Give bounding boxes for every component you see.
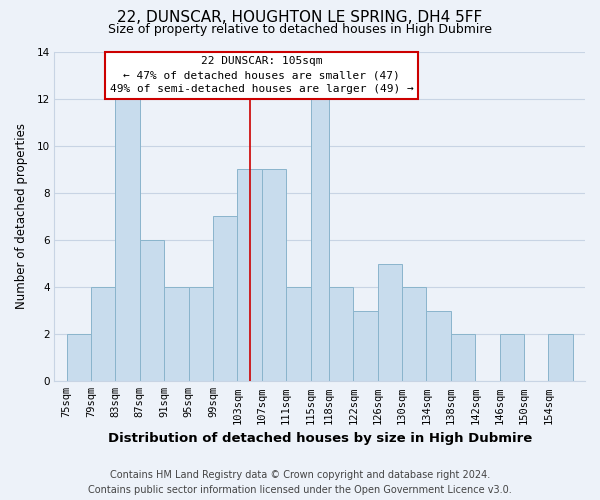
Bar [262,170,286,382]
Bar [402,287,427,382]
Bar [548,334,573,382]
Bar [188,287,213,382]
Bar [67,334,91,382]
Bar [286,287,311,382]
Y-axis label: Number of detached properties: Number of detached properties [15,124,28,310]
Bar [213,216,238,382]
Bar [500,334,524,382]
Text: 22, DUNSCAR, HOUGHTON LE SPRING, DH4 5FF: 22, DUNSCAR, HOUGHTON LE SPRING, DH4 5FF [118,10,482,25]
Bar [311,98,329,382]
Bar [353,310,377,382]
Bar [140,240,164,382]
Bar [329,287,353,382]
Text: Size of property relative to detached houses in High Dubmire: Size of property relative to detached ho… [108,22,492,36]
Bar [427,310,451,382]
Bar [451,334,475,382]
Text: Contains HM Land Registry data © Crown copyright and database right 2024.
Contai: Contains HM Land Registry data © Crown c… [88,470,512,495]
Bar [238,170,262,382]
Bar [377,264,402,382]
Bar [115,98,140,382]
Bar [91,287,115,382]
Bar [164,287,188,382]
Text: 22 DUNSCAR: 105sqm
← 47% of detached houses are smaller (47)
49% of semi-detache: 22 DUNSCAR: 105sqm ← 47% of detached hou… [110,56,413,94]
X-axis label: Distribution of detached houses by size in High Dubmire: Distribution of detached houses by size … [107,432,532,445]
